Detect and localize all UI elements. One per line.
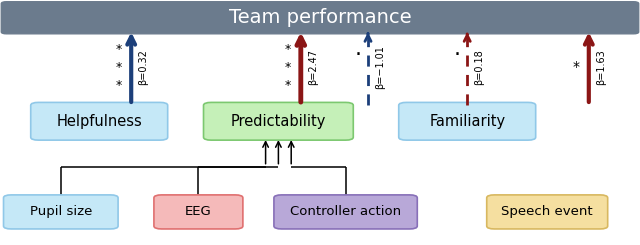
Text: *: *	[285, 61, 291, 74]
Text: *: *	[285, 79, 291, 92]
Text: EEG: EEG	[185, 205, 212, 219]
Text: β=−1.01: β=−1.01	[375, 45, 385, 89]
Text: Predictability: Predictability	[230, 114, 326, 129]
Text: Helpfulness: Helpfulness	[56, 114, 142, 129]
Text: Team performance: Team performance	[228, 8, 412, 27]
Text: *: *	[573, 60, 579, 74]
FancyBboxPatch shape	[486, 195, 608, 229]
FancyBboxPatch shape	[31, 102, 168, 140]
Text: β=2.47: β=2.47	[308, 49, 318, 85]
Text: *: *	[285, 42, 291, 56]
Text: Controller action: Controller action	[290, 205, 401, 219]
Text: ·: ·	[454, 45, 460, 65]
Text: Speech event: Speech event	[501, 205, 593, 219]
Text: β=0.32: β=0.32	[138, 49, 148, 85]
FancyBboxPatch shape	[154, 195, 243, 229]
FancyBboxPatch shape	[274, 195, 417, 229]
Text: β=0.18: β=0.18	[474, 49, 484, 85]
Text: *: *	[115, 42, 122, 56]
Text: Pupil size: Pupil size	[29, 205, 92, 219]
FancyBboxPatch shape	[399, 102, 536, 140]
Text: Familiarity: Familiarity	[429, 114, 505, 129]
Text: ·: ·	[355, 45, 361, 65]
FancyBboxPatch shape	[204, 102, 353, 140]
Text: *: *	[115, 61, 122, 74]
FancyBboxPatch shape	[1, 2, 639, 34]
Text: *: *	[115, 79, 122, 92]
Text: β=1.63: β=1.63	[596, 49, 606, 85]
FancyBboxPatch shape	[4, 195, 118, 229]
